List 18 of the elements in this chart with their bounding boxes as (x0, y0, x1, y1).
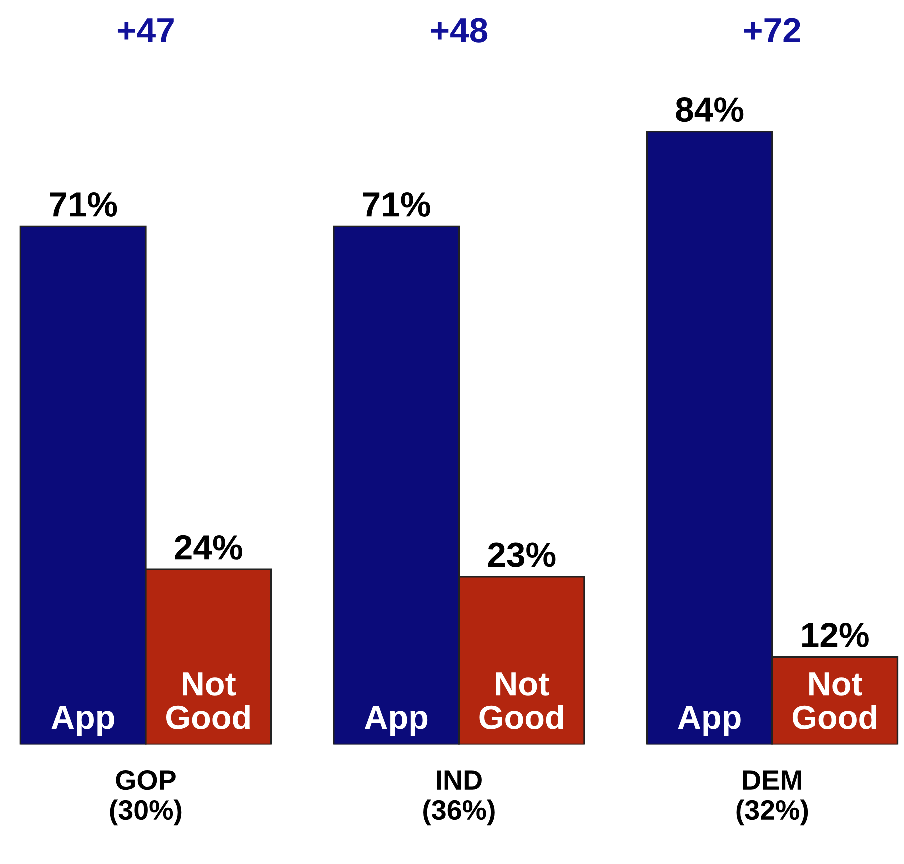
series-label: Not Good (166, 672, 250, 730)
series-label: App (52, 706, 114, 736)
data-label: 71% (363, 192, 430, 217)
data-label: 84% (676, 98, 744, 122)
text: App (364, 706, 428, 736)
x-tick-label: GOP (30%) (110, 770, 182, 826)
text: Not Good (792, 672, 876, 730)
data-label: 24% (175, 535, 242, 560)
text: App (678, 706, 741, 736)
text: +48 (431, 18, 488, 43)
data-label: 71% (50, 192, 118, 217)
x-tick-label: DEM (32%) (736, 770, 808, 826)
data-label: 23% (488, 542, 556, 568)
text: Not Good (480, 672, 564, 730)
text: +72 (744, 18, 800, 42)
text: +47 (118, 18, 174, 42)
x-tick-label: IND (36%) (424, 770, 495, 826)
data-label: 12% (802, 622, 869, 648)
